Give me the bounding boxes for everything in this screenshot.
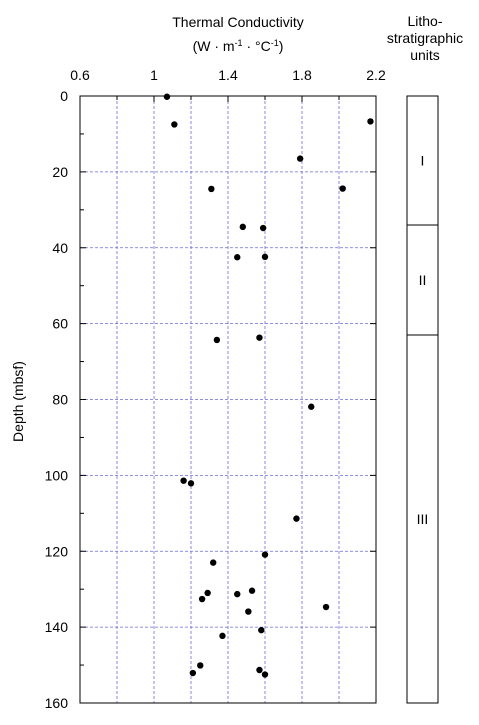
- y-tick-label: 120: [45, 543, 69, 559]
- data-point: [256, 334, 263, 341]
- units-close: ): [279, 38, 284, 54]
- data-point: [256, 666, 263, 674]
- data-point: [248, 587, 256, 594]
- y-tick-label: 40: [52, 240, 68, 256]
- data-point: [187, 480, 195, 487]
- y-tick-label: 140: [45, 619, 69, 635]
- data-point: [189, 669, 197, 677]
- data-point: [261, 671, 269, 678]
- y-tick-label: 0: [60, 88, 68, 104]
- y-axis-label: Depth (mbsf): [10, 361, 26, 442]
- units-mid: · °C: [243, 38, 271, 54]
- data-point: [198, 595, 206, 603]
- units-exp-1: -1: [235, 38, 243, 48]
- data-points: [163, 93, 374, 678]
- y-tick-label: 100: [45, 467, 69, 483]
- data-point: [258, 626, 265, 634]
- units-title-line: units: [410, 47, 440, 63]
- data-point: [339, 185, 346, 192]
- data-point: [259, 224, 267, 232]
- data-point: [367, 118, 374, 125]
- x-tick-label: 2.2: [366, 67, 386, 83]
- data-point: [296, 155, 304, 162]
- data-point: [261, 253, 269, 261]
- data-point: [245, 608, 252, 615]
- data-point: [261, 551, 269, 558]
- units-title-line: stratigraphic: [387, 30, 463, 46]
- data-point: [210, 559, 217, 566]
- unit-label: I: [421, 152, 425, 168]
- data-point: [234, 590, 241, 598]
- data-point: [197, 662, 204, 669]
- axis-ticks: 0.6 1 1.4 1.8 2.2 0 20 40 60 80 100 120 140 160: [45, 67, 386, 711]
- x-tick-label: 1: [150, 67, 158, 83]
- y-tick-label: 20: [52, 164, 68, 180]
- grid-lines: [80, 96, 376, 703]
- data-point: [234, 254, 241, 261]
- y-tick-label: 160: [45, 695, 69, 711]
- y-tick-label: 60: [52, 316, 68, 332]
- x-tick-label: 1.4: [218, 67, 238, 83]
- unit-label: III: [417, 511, 429, 527]
- chart-title-line1: Thermal Conductivity: [172, 14, 304, 30]
- x-tick-label: 1.8: [292, 67, 312, 83]
- data-point: [322, 603, 330, 611]
- data-point: [239, 223, 246, 231]
- data-point: [163, 93, 171, 100]
- data-point: [293, 515, 300, 522]
- units-exp-2: -1: [271, 38, 279, 48]
- data-point: [308, 403, 315, 410]
- data-point: [208, 185, 215, 193]
- data-point: [213, 336, 221, 344]
- data-point: [180, 477, 187, 484]
- units-title-line: Litho-: [407, 13, 442, 29]
- units-column-frame: [406, 95, 439, 704]
- chart-title-units: (W · m-1 · °C-1): [193, 38, 284, 54]
- unit-label: II: [419, 272, 427, 288]
- data-point: [204, 589, 211, 597]
- data-point: [171, 121, 178, 128]
- x-tick-label: 0.6: [70, 67, 90, 83]
- y-tick-label: 80: [52, 392, 68, 408]
- units-open: (W · m: [193, 38, 235, 54]
- data-point: [219, 632, 226, 640]
